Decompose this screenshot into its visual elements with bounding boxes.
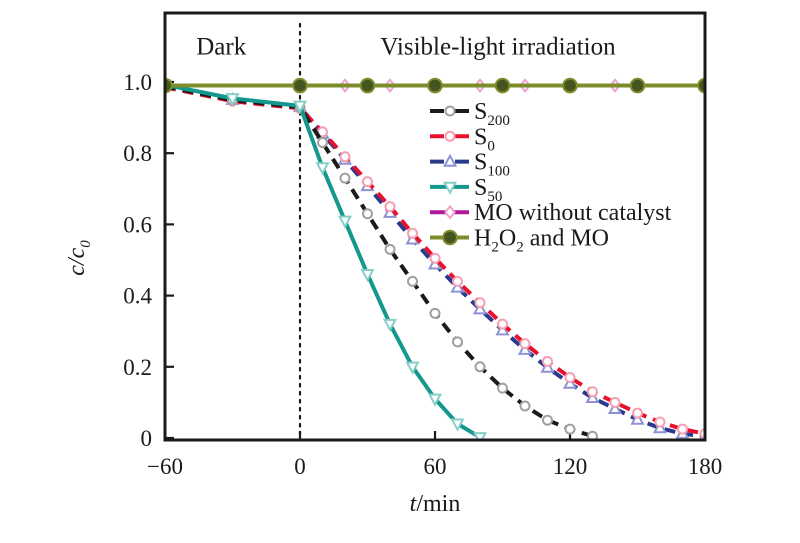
marker-s0 bbox=[587, 386, 598, 398]
legend-item-s50: S50 bbox=[430, 175, 502, 205]
legend-item-s200: S200 bbox=[430, 99, 510, 129]
y-tick-label: 0.6 bbox=[123, 212, 152, 237]
region-label-dark: Dark bbox=[196, 33, 246, 60]
x-tick-label: −60 bbox=[147, 454, 183, 479]
marker-s200 bbox=[587, 430, 598, 440]
marker-s50 bbox=[382, 318, 398, 332]
legend-item-s100: S100 bbox=[430, 150, 510, 180]
x-tick-label: 120 bbox=[553, 454, 588, 479]
marker-s200 bbox=[474, 361, 486, 373]
marker-s200 bbox=[564, 423, 576, 435]
x-tick-label: 180 bbox=[688, 454, 723, 479]
marker-s0 bbox=[474, 297, 486, 309]
legend-marker-s50 bbox=[442, 181, 458, 195]
marker-s200 bbox=[519, 400, 531, 412]
marker-s100 bbox=[630, 411, 645, 425]
legend-item-s0: S0 bbox=[430, 124, 495, 154]
marker-s200 bbox=[384, 243, 396, 255]
marker-s50 bbox=[405, 361, 420, 375]
marker-s0 bbox=[407, 227, 418, 239]
marker-s50 bbox=[315, 162, 330, 176]
legend-marker-h2o2 bbox=[442, 229, 458, 246]
series-layer bbox=[165, 77, 705, 440]
marker-h2o2 bbox=[494, 77, 511, 94]
region-label-light: Visible-light irradiation bbox=[380, 33, 616, 60]
y-tick-label: 0 bbox=[141, 426, 153, 451]
marker-s200 bbox=[452, 336, 463, 348]
y-axis-label: c/c0 bbox=[64, 240, 94, 276]
marker-h2o2 bbox=[562, 77, 578, 94]
series-markers-s200 bbox=[165, 80, 598, 440]
marker-s100 bbox=[472, 301, 488, 315]
marker-h2o2 bbox=[697, 77, 705, 94]
marker-s0 bbox=[429, 252, 441, 264]
legend-marker-mo bbox=[444, 204, 456, 220]
y-tick-label: 0.2 bbox=[123, 355, 152, 380]
marker-s50 bbox=[337, 215, 353, 229]
y-tick-label: 1.0 bbox=[123, 70, 152, 95]
marker-s200 bbox=[429, 307, 441, 319]
marker-s0 bbox=[519, 338, 531, 350]
marker-s0 bbox=[542, 355, 553, 367]
marker-s200 bbox=[542, 414, 553, 426]
marker-s50 bbox=[292, 100, 308, 114]
marker-h2o2 bbox=[165, 77, 173, 94]
legend-item-h2o2: H2O2 and MO bbox=[430, 226, 609, 256]
series-line-s200 bbox=[165, 84, 594, 439]
x-tick-label: 0 bbox=[294, 454, 306, 479]
x-tick-label: 60 bbox=[424, 454, 447, 479]
marker-s200 bbox=[339, 172, 351, 184]
marker-s0 bbox=[654, 416, 666, 428]
marker-s200 bbox=[407, 275, 418, 287]
legend-marker-s100 bbox=[442, 153, 458, 167]
marker-s50 bbox=[427, 393, 443, 407]
y-tick-label: 0.4 bbox=[123, 284, 152, 309]
marker-s50 bbox=[225, 93, 240, 107]
legend-label-mo: MO without catalyst bbox=[474, 200, 672, 226]
legend-label-s50: S50 bbox=[474, 175, 502, 205]
marker-s50 bbox=[360, 269, 375, 283]
legend-marker-s200 bbox=[444, 105, 456, 117]
legend-item-mo: MO without catalyst bbox=[430, 200, 672, 226]
marker-s200 bbox=[497, 382, 508, 394]
marker-s0 bbox=[362, 176, 373, 188]
plot-border bbox=[163, 11, 707, 442]
marker-h2o2 bbox=[359, 77, 376, 94]
marker-s200 bbox=[317, 137, 328, 149]
marker-h2o2 bbox=[292, 77, 308, 94]
marker-s0 bbox=[384, 201, 396, 213]
marker-s100 bbox=[607, 400, 623, 415]
marker-s0 bbox=[632, 407, 643, 419]
legend-label-h2o2: H2O2 and MO bbox=[474, 226, 609, 256]
marker-s50 bbox=[450, 418, 465, 432]
series-markers-s50 bbox=[165, 79, 488, 440]
legend-label-s100: S100 bbox=[474, 150, 510, 180]
marker-s0 bbox=[609, 396, 621, 408]
legend-marker-s0 bbox=[444, 130, 456, 142]
marker-s0 bbox=[339, 151, 351, 163]
marker-s0 bbox=[452, 275, 463, 287]
series-markers-h2o2 bbox=[165, 77, 705, 94]
marker-s50 bbox=[472, 432, 488, 440]
marker-h2o2 bbox=[629, 77, 646, 94]
legend-label-s200: S200 bbox=[474, 99, 510, 129]
marker-s0 bbox=[497, 318, 508, 330]
marker-s200 bbox=[362, 208, 373, 220]
y-tick-label: 0.8 bbox=[123, 141, 152, 166]
marker-s0 bbox=[677, 423, 688, 435]
legend-label-s0: S0 bbox=[474, 124, 495, 154]
marker-s0 bbox=[564, 371, 576, 383]
x-axis-label: t/min bbox=[410, 491, 461, 517]
marker-h2o2 bbox=[427, 77, 443, 94]
